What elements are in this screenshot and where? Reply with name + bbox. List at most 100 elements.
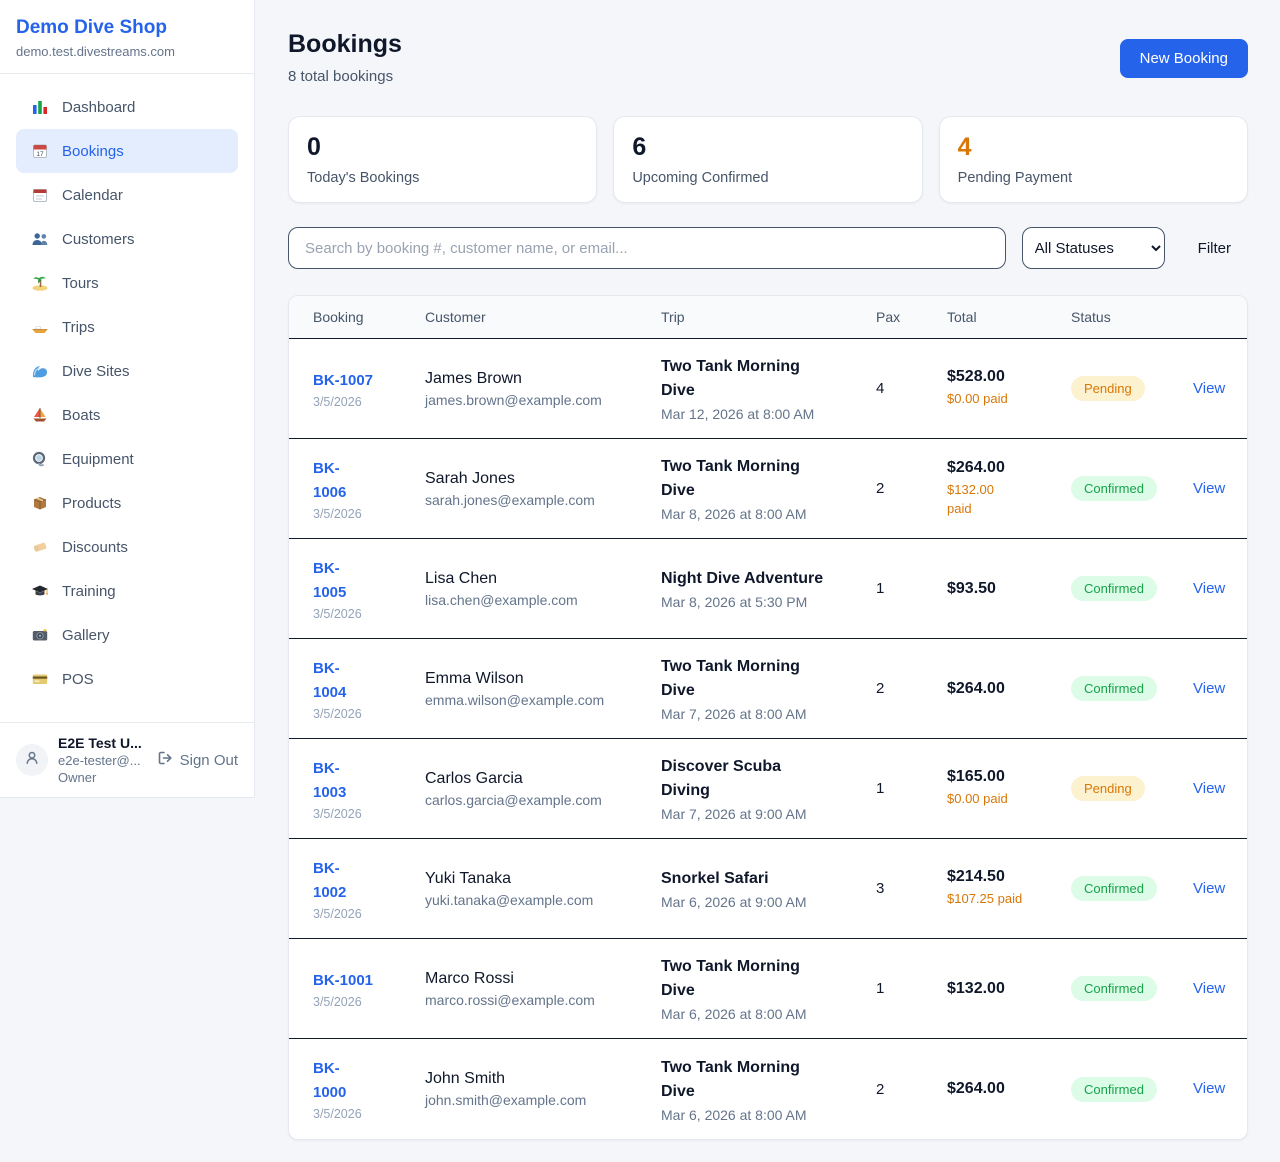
sidebar-item-dashboard[interactable]: Dashboard (16, 85, 238, 129)
sidebar-item-training[interactable]: Training (16, 569, 238, 613)
trip-name: Night Dive Adventure (661, 570, 824, 587)
table-row: BK- 1000 3/5/2026 John Smith john.smith@… (289, 1039, 1247, 1139)
stat-value: 0 (307, 133, 321, 161)
booking-id-link[interactable]: BK- 1003 (313, 759, 347, 801)
customer-name: Sarah Jones (425, 469, 515, 487)
customer-name: John Smith (425, 1070, 506, 1087)
booking-id-link[interactable]: BK- 1000 (313, 1060, 347, 1101)
paid-amount: $132.00 paid (947, 482, 994, 516)
svg-text:17: 17 (36, 151, 44, 158)
sidebar-item-gallery[interactable]: Gallery (16, 613, 238, 657)
trip-datetime: Mar 6, 2026 at 8:00 AM (661, 1006, 807, 1022)
status-filter-select[interactable]: All Statuses (1021, 227, 1165, 269)
new-booking-button[interactable]: New Booking (1119, 39, 1248, 78)
table-header-row: Booking Customer Trip Pax Total Status (289, 296, 1247, 339)
sidebar-nav: Dashboard 17 Bookings Calendar Customers… (0, 74, 254, 712)
sidebar-item-products[interactable]: Products (16, 481, 238, 525)
booking-id-link[interactable]: BK- 1002 (313, 859, 347, 901)
booking-id-link[interactable]: BK-1007 (313, 371, 374, 389)
status-badge: Pending (1071, 376, 1145, 401)
table-row: BK- 1006 3/5/2026 Sarah Jones sarah.jone… (289, 439, 1247, 539)
stat-value: 4 (957, 133, 972, 161)
trip-datetime: Mar 8, 2026 at 8:00 AM (661, 506, 807, 522)
customer-email: sarah.jones@example.com (425, 491, 595, 508)
customer-name: James Brown (425, 369, 522, 387)
tag-icon (30, 538, 50, 556)
sidebar-item-calendar[interactable]: Calendar (16, 173, 238, 217)
trip-name: Two Tank Morning Dive (661, 1058, 800, 1100)
stat-label: Upcoming Confirmed (632, 169, 769, 186)
column-header-status: Status (1071, 309, 1111, 325)
sidebar-item-customers[interactable]: Customers (16, 217, 238, 261)
filter-button[interactable]: Filter (1181, 240, 1248, 257)
customer-name: Marco Rossi (425, 969, 514, 987)
stat-card-todays-bookings: 0 Today's Bookings (288, 116, 598, 203)
total-amount: $214.50 (947, 868, 1005, 886)
speedboat-icon (30, 318, 50, 336)
sidebar-item-boats[interactable]: Boats (16, 393, 238, 437)
customer-name: Emma Wilson (425, 669, 524, 687)
status-badge: Confirmed (1071, 576, 1157, 601)
total-amount: $132.00 (947, 979, 1005, 997)
sidebar: Demo Dive Shop demo.test.divestreams.com… (0, 0, 255, 798)
diving-mask-icon (30, 450, 50, 468)
booking-date: 3/5/2026 (313, 806, 362, 821)
view-link[interactable]: View (1193, 1080, 1226, 1097)
trip-datetime: Mar 12, 2026 at 8:00 AM (661, 406, 815, 422)
package-icon (30, 494, 50, 512)
trip-name: Two Tank Morning Dive (661, 958, 800, 999)
total-amount: $528.00 (947, 368, 1005, 386)
view-link[interactable]: View (1193, 779, 1226, 797)
avatar (16, 744, 48, 776)
view-link[interactable]: View (1193, 479, 1226, 497)
table-row: BK-1001 3/5/2026 Marco Rossi marco.rossi… (289, 939, 1247, 1039)
page-header: Bookings 8 total bookings New Booking (288, 30, 1248, 85)
status-badge: Confirmed (1071, 976, 1157, 1001)
calendar-icon (30, 186, 50, 204)
sidebar-item-equipment[interactable]: Equipment (16, 437, 238, 481)
view-link[interactable]: View (1193, 879, 1226, 897)
column-header-total: Total (947, 309, 977, 325)
trip-name: Two Tank Morning Dive (661, 458, 800, 499)
search-input[interactable] (288, 227, 1006, 269)
sidebar-header: Demo Dive Shop demo.test.divestreams.com (0, 0, 254, 74)
sidebar-item-tours[interactable]: Tours (16, 261, 238, 305)
view-link[interactable]: View (1193, 379, 1226, 397)
sidebar-item-bookings[interactable]: 17 Bookings (16, 129, 238, 173)
table-row: BK- 1005 3/5/2026 Lisa Chen lisa.chen@ex… (289, 539, 1247, 639)
user-name: E2E Test U... (58, 735, 142, 751)
view-link[interactable]: View (1193, 579, 1226, 597)
trip-datetime: Mar 6, 2026 at 8:00 AM (661, 1106, 807, 1123)
camera-icon (30, 626, 50, 644)
pax-count: 1 (876, 580, 885, 597)
total-amount: $264.00 (947, 459, 1005, 477)
bookings-table: Booking Customer Trip Pax Total Status B… (288, 295, 1248, 1140)
booking-date: 3/5/2026 (313, 1107, 362, 1121)
sidebar-item-dive-sites[interactable]: Dive Sites (16, 349, 238, 393)
sign-out-button[interactable]: Sign Out (156, 749, 238, 771)
sidebar-item-pos[interactable]: POS (16, 657, 238, 701)
stat-card-upcoming-confirmed: 6 Upcoming Confirmed (613, 116, 923, 203)
booking-id-link[interactable]: BK- 1006 (313, 459, 347, 501)
customer-name: Yuki Tanaka (425, 869, 511, 887)
booking-id-link[interactable]: BK- 1004 (313, 659, 347, 701)
trip-name: Two Tank Morning Dive (661, 358, 800, 399)
trip-datetime: Mar 7, 2026 at 9:00 AM (661, 806, 807, 822)
wave-icon (30, 362, 50, 380)
sidebar-item-discounts[interactable]: Discounts (16, 525, 238, 569)
view-link[interactable]: View (1193, 679, 1226, 697)
customer-email: carlos.garcia@example.com (425, 791, 602, 808)
tear-off-calendar-icon: 17 (30, 142, 50, 160)
booking-id-link[interactable]: BK- 1005 (313, 559, 347, 601)
stat-label: Today's Bookings (307, 169, 420, 186)
trip-datetime: Mar 6, 2026 at 9:00 AM (661, 894, 807, 910)
pax-count: 1 (876, 980, 885, 997)
view-link[interactable]: View (1193, 979, 1226, 997)
user-role: Owner (58, 770, 97, 785)
customer-email: yuki.tanaka@example.com (425, 891, 594, 908)
sidebar-item-trips[interactable]: Trips (16, 305, 238, 349)
status-badge: Confirmed (1071, 476, 1157, 501)
booking-id-link[interactable]: BK-1001 (313, 971, 374, 989)
user-email: e2e-tester@... (58, 753, 141, 768)
pax-count: 2 (876, 680, 885, 697)
